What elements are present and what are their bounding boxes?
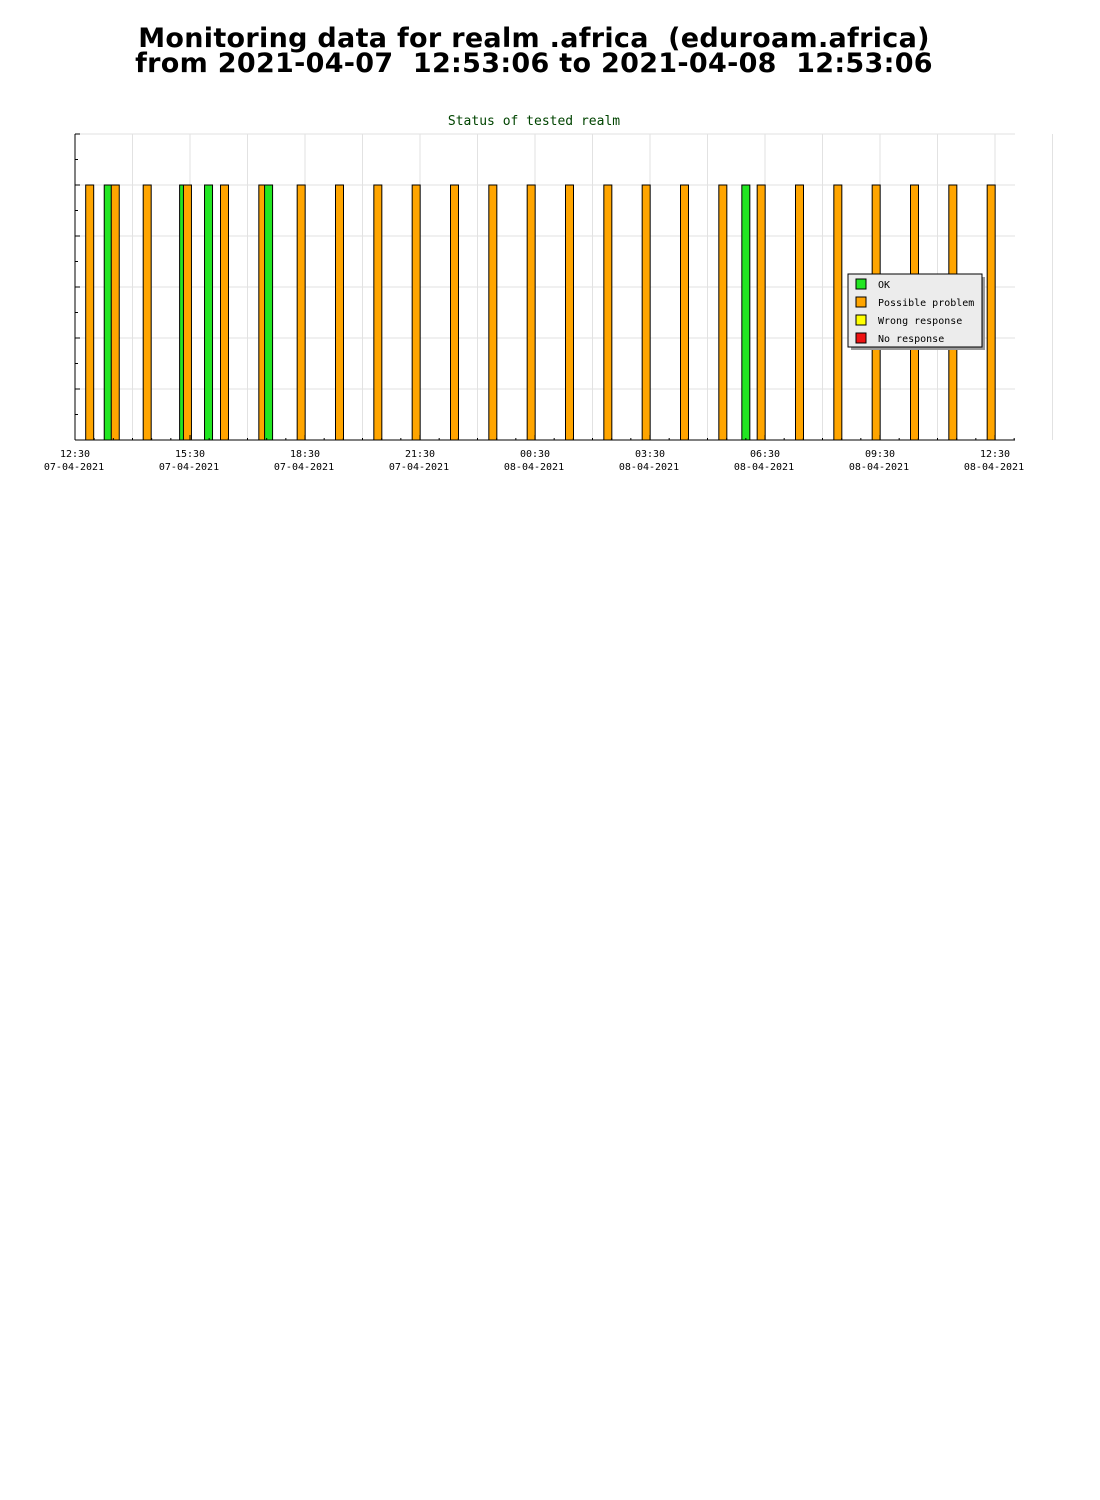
- x-tick-date-label: 07-04-2021: [274, 462, 334, 473]
- bar-possible-problem: [680, 184, 689, 441]
- bar-possible-problem: [335, 184, 344, 441]
- bar-possible-problem: [565, 184, 574, 441]
- bar-possible-problem: [603, 184, 613, 441]
- legend-swatch: [855, 332, 867, 344]
- bar-possible-problem: [718, 184, 728, 441]
- bar-possible-problem: [182, 184, 192, 441]
- page-title-line1: Monitoring data for realm .africa (eduro…: [138, 23, 930, 54]
- x-tick-date-label: 08-04-2021: [734, 462, 794, 473]
- bar-possible-problem: [795, 184, 804, 441]
- bar-possible-problem: [373, 184, 383, 441]
- legend-label: OK: [878, 280, 890, 291]
- bar-possible-problem: [641, 184, 651, 441]
- bar-possible-problem: [110, 184, 120, 441]
- bar-possible-problem: [220, 184, 229, 441]
- x-tick-date-label: 08-04-2021: [964, 462, 1024, 473]
- legend-swatch: [855, 314, 867, 326]
- x-tick-time-label: 03:30: [635, 449, 665, 460]
- bar-possible-problem: [756, 184, 766, 441]
- x-tick-date-label: 07-04-2021: [44, 462, 104, 473]
- x-tick-time-label: 21:30: [405, 449, 435, 460]
- x-tick-time-label: 00:30: [520, 449, 550, 460]
- x-tick-date-label: 08-04-2021: [849, 462, 909, 473]
- bar-possible-problem: [85, 184, 95, 441]
- chart-legend: OK Possible problem Wrong response No respo…: [847, 273, 985, 350]
- bar-possible-problem: [833, 184, 843, 441]
- legend-swatch: [855, 296, 867, 308]
- chart-title: Status of tested realm: [448, 114, 620, 129]
- x-tick-time-label: 15:30: [175, 449, 205, 460]
- chart-axes: [74, 133, 1015, 441]
- bar-ok: [741, 184, 751, 441]
- legend-label: Possible problem: [878, 298, 974, 309]
- x-tick-time-label: 09:30: [865, 449, 895, 460]
- legend-label: Wrong response: [878, 316, 962, 327]
- x-tick-time-label: 18:30: [290, 449, 320, 460]
- x-axis-ticks: 12:30 07-04-2021 15:30 07-04-2021 18:30 07-04…: [44, 449, 1024, 473]
- legend-swatch: [855, 278, 867, 290]
- bar-possible-problem: [986, 184, 996, 441]
- bar-possible-problem: [450, 184, 459, 441]
- bar-possible-problem: [411, 184, 421, 441]
- legend-label: No response: [878, 334, 944, 345]
- page-title: Monitoring data for realm .africa (eduro…: [0, 23, 1068, 79]
- x-tick-date-label: 08-04-2021: [504, 462, 564, 473]
- x-tick-date-label: 07-04-2021: [159, 462, 219, 473]
- bar-possible-problem: [296, 184, 306, 441]
- x-tick-date-label: 07-04-2021: [389, 462, 449, 473]
- bar-possible-problem: [142, 184, 152, 441]
- status-chart: Status of tested realm 12:30 07-04-2021 15…: [44, 114, 1053, 473]
- page-title-line2: from 2021-04-07 12:53:06 to 2021-04-08 1…: [135, 48, 933, 79]
- bar-possible-problem: [526, 184, 536, 441]
- x-tick-time-label: 06:30: [750, 449, 780, 460]
- bar-ok: [204, 184, 214, 441]
- legend-box: [847, 273, 983, 348]
- bar-ok: [264, 184, 274, 441]
- x-tick-date-label: 08-04-2021: [619, 462, 679, 473]
- x-tick-time-label: 12:30: [980, 449, 1010, 460]
- x-tick-time-label: 12:30: [60, 449, 90, 460]
- bar-possible-problem: [488, 184, 498, 441]
